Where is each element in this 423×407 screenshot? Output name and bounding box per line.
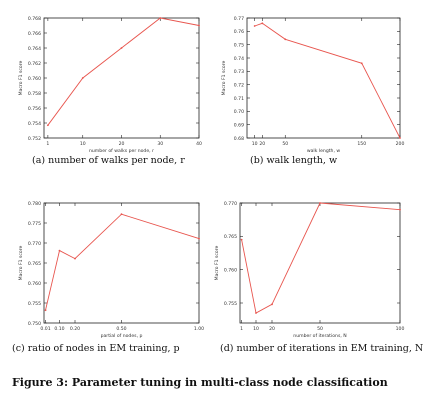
x-tick-label-a: 30 — [157, 141, 163, 147]
y-tick-label-c: 0.755 — [28, 301, 41, 307]
data-point-c — [58, 249, 61, 252]
y-tick-label-b: 0.72 — [234, 82, 244, 88]
y-tick-label-d: 0.760 — [224, 267, 237, 273]
plot-frame-d — [239, 202, 401, 324]
chart-panel-a: 0.752 0.754 0.756 0.758 0.760 0.762 0.764 0.766… — [18, 16, 202, 154]
chart-panel-d: 0.755 0.760 0.765 0.770 1 10 20 50 100 number of … — [214, 201, 404, 339]
y-tick-label-c: 0.770 — [28, 241, 41, 247]
data-point-c — [44, 309, 47, 312]
caption-c: (c) ratio of nodes in EM training, p — [12, 343, 180, 354]
x-tick-label-d: 1 — [240, 326, 243, 332]
y-tick-label-c: 0.760 — [28, 281, 41, 287]
y-tick-label-a: 0.766 — [28, 31, 41, 37]
data-point-a — [81, 77, 84, 79]
x-tick-label-a: 10 — [80, 141, 86, 147]
chart-panel-b: 0.68 0.69 0.70 0.71 0.72 0.73 0.74 0.75 0.76 0.77… — [221, 16, 404, 154]
x-tick-label-c: 0.10 — [54, 326, 64, 332]
x-tick-label-b: 200 — [396, 141, 405, 147]
y-tick-label-c: 0.765 — [28, 261, 41, 267]
data-point-b — [284, 38, 287, 41]
x-tick-label-d: 10 — [253, 326, 259, 332]
y-tick-label-c: 0.775 — [28, 221, 41, 227]
chart-panel-c: 0.750 0.755 0.760 0.765 0.770 0.775 0.780 0.01 0… — [18, 201, 204, 339]
data-point-d — [399, 208, 401, 211]
x-axis-label-b: walk length, w — [307, 148, 341, 154]
data-point-c — [198, 237, 200, 240]
y-tick-label-a: 0.752 — [28, 136, 41, 142]
x-tick-label-a: 1 — [46, 141, 49, 147]
data-point-d — [240, 238, 243, 241]
y-tick-label-a: 0.760 — [28, 76, 41, 82]
plot-frame-b — [246, 17, 401, 139]
series-line-c — [45, 213, 200, 311]
y-tick-label-c: 0.780 — [28, 201, 41, 207]
data-point-d — [255, 312, 257, 314]
x-tick-label-a: 20 — [119, 141, 125, 147]
data-point-b — [261, 22, 264, 25]
x-axis-label-a: number of walks per node, r — [89, 148, 154, 154]
y-tick-label-a: 0.758 — [28, 91, 41, 97]
y-tick-label-c: 0.750 — [28, 321, 41, 327]
data-point-d — [271, 303, 273, 306]
data-point-b — [360, 62, 363, 65]
y-tick-label-a: 0.764 — [28, 46, 41, 52]
y-tick-label-b: 0.76 — [234, 29, 244, 35]
x-tick-label-b: 150 — [357, 141, 366, 147]
y-tick-label-b: 0.68 — [234, 136, 244, 142]
data-point-c — [120, 213, 123, 216]
y-tick-label-b: 0.75 — [234, 42, 244, 48]
y-tick-label-b: 0.73 — [234, 69, 244, 75]
x-axis-label-c: partial of nodes, p — [101, 333, 143, 339]
data-point-d — [319, 202, 321, 204]
y-tick-label-b: 0.74 — [234, 56, 244, 62]
data-point-a — [198, 24, 200, 27]
caption-d: (d) number of iterations in EM training,… — [220, 343, 423, 354]
x-tick-label-b: 10 — [252, 141, 258, 147]
y-tick-label-d: 0.755 — [224, 301, 237, 307]
data-point-a — [120, 47, 123, 49]
figure-caption: Figure 3: Parameter tuning in multi-clas… — [12, 376, 388, 389]
series-line-d — [241, 202, 401, 314]
y-tick-label-d: 0.770 — [224, 201, 237, 207]
caption-b: (b) walk length, w — [250, 155, 338, 166]
x-tick-label-c: 0.20 — [70, 326, 80, 332]
plot-frame-a — [43, 17, 200, 139]
x-tick-label-c: 0.01 — [40, 326, 50, 332]
y-tick-label-b: 0.71 — [234, 96, 244, 102]
y-axis-label-c: Macro F1 score — [18, 245, 24, 280]
x-tick-label-d: 20 — [269, 326, 275, 332]
x-tick-label-a: 40 — [196, 141, 202, 147]
x-tick-label-d: 50 — [317, 326, 323, 332]
x-tick-label-c: 0.50 — [116, 326, 126, 332]
x-tick-label-c: 1.00 — [194, 326, 204, 332]
caption-a: (a) number of walks per node, r — [32, 155, 185, 166]
y-tick-label-a: 0.762 — [28, 61, 41, 67]
y-tick-label-d: 0.765 — [224, 234, 237, 240]
data-point-c — [74, 257, 76, 260]
data-point-a — [159, 17, 162, 19]
y-axis-label-a: Macro F1 score — [18, 60, 24, 95]
data-point-a — [46, 124, 49, 127]
y-axis-label-b: Macro F1 score — [221, 60, 227, 95]
data-point-b — [399, 137, 401, 139]
y-tick-label-b: 0.69 — [234, 122, 244, 128]
y-tick-label-a: 0.754 — [28, 121, 41, 127]
data-point-b — [253, 25, 256, 27]
x-tick-label-b: 50 — [282, 141, 288, 147]
y-tick-label-a: 0.756 — [28, 106, 41, 112]
series-line-b — [254, 22, 401, 139]
series-line-a — [47, 17, 200, 126]
y-axis-label-d: Macro F1 score — [214, 245, 220, 280]
x-axis-label-d: number of iterations, N — [293, 333, 346, 339]
plot-frame-c — [43, 202, 200, 324]
x-tick-label-d: 100 — [396, 326, 405, 332]
x-tick-label-b: 20 — [259, 141, 265, 147]
y-tick-label-b: 0.70 — [234, 109, 244, 115]
y-tick-label-a: 0.768 — [28, 16, 41, 22]
y-tick-label-b: 0.77 — [234, 16, 244, 22]
